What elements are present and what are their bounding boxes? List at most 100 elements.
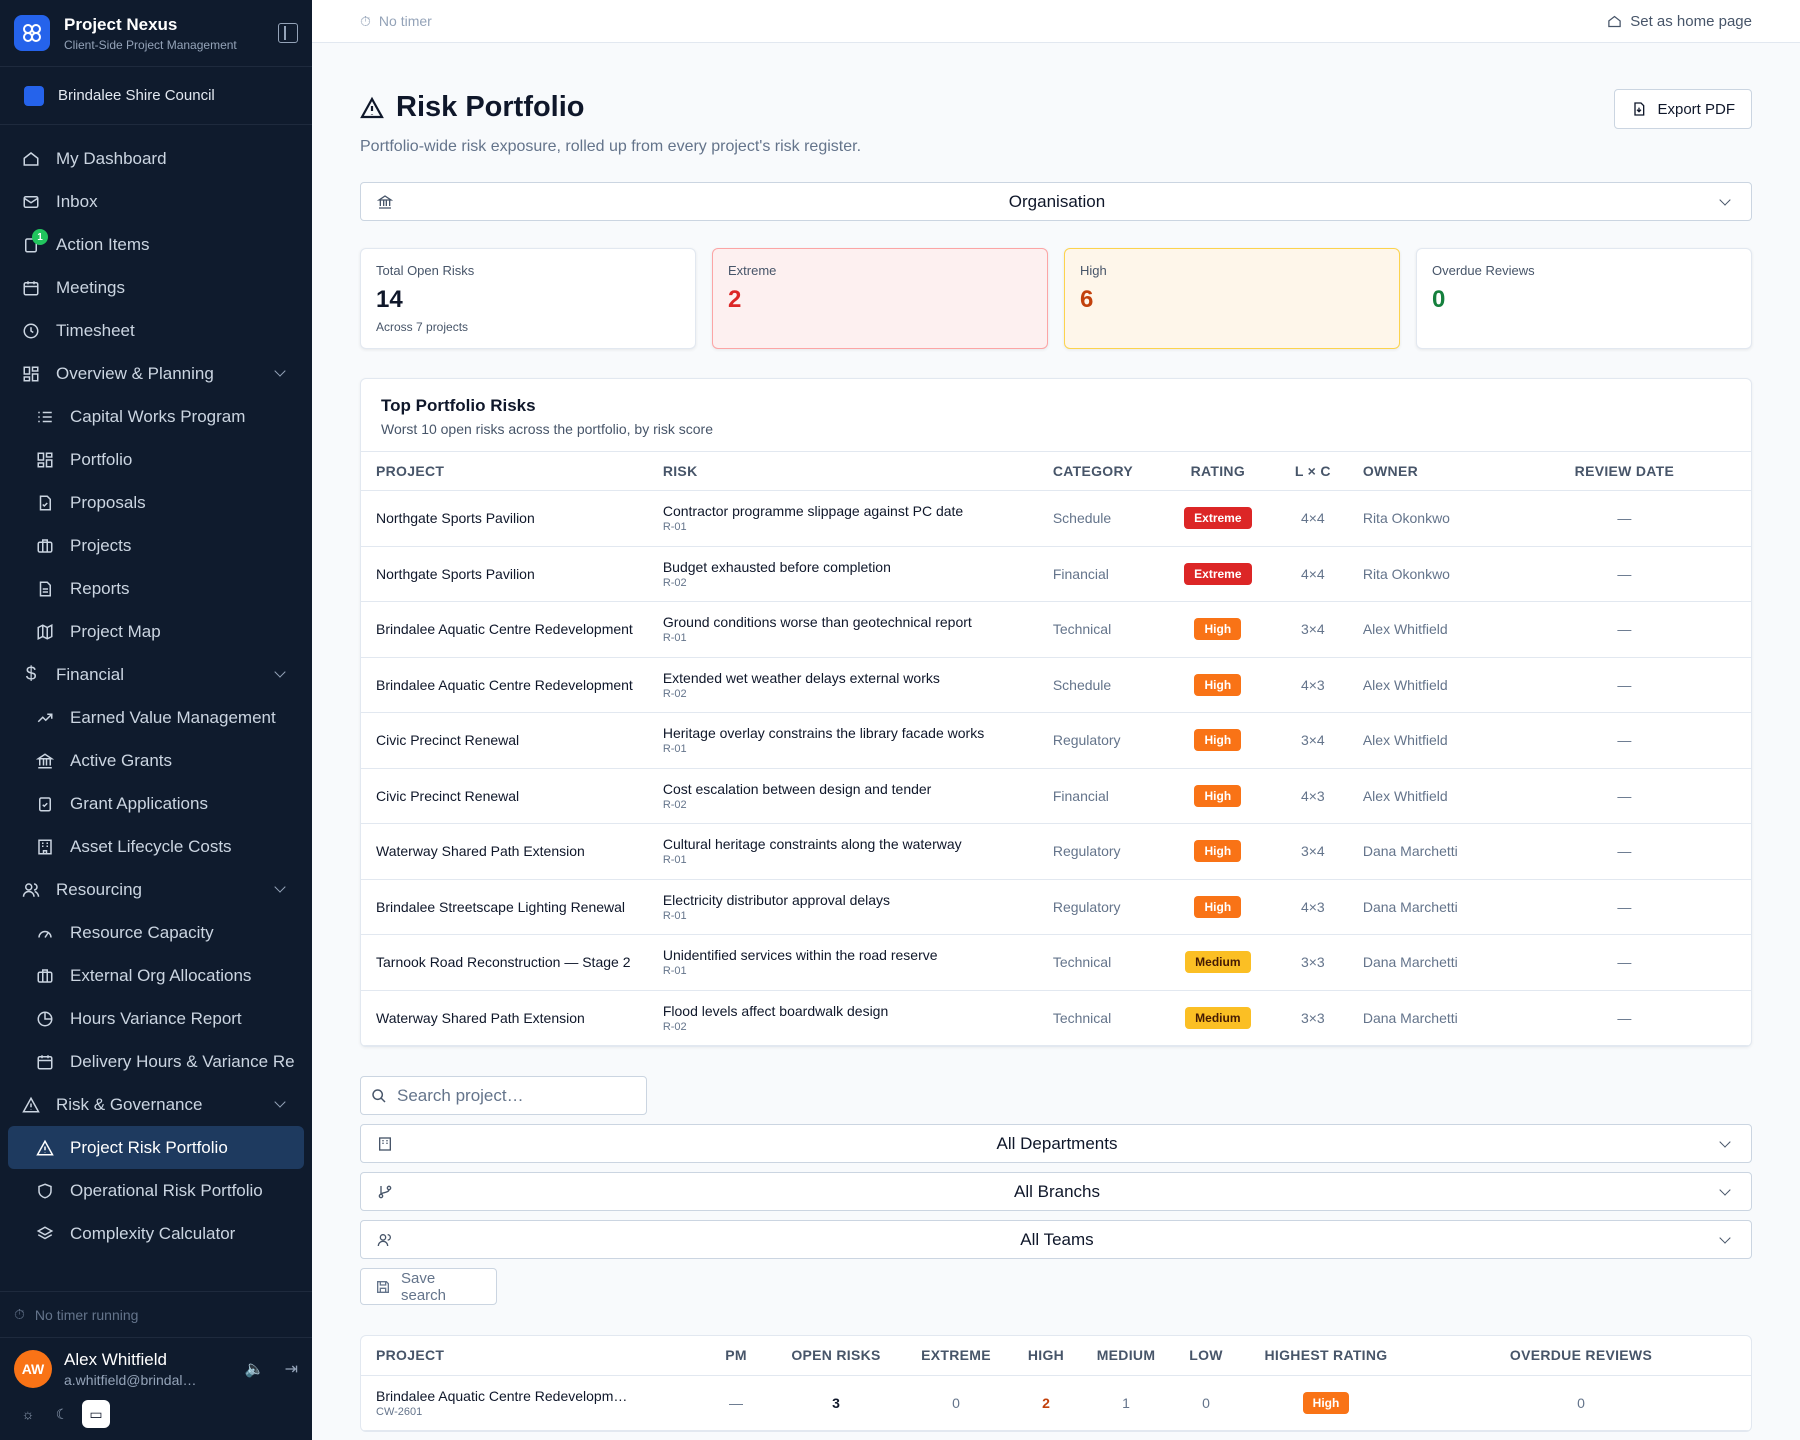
nav-label: Timesheet <box>56 320 135 340</box>
nav-label: External Org Allocations <box>70 965 252 985</box>
nav-grant-applications[interactable]: Grant Applications <box>0 782 312 825</box>
nav-label: Overview & Planning <box>56 363 214 383</box>
nav-inbox[interactable]: Inbox <box>0 180 312 223</box>
cell-lxc: 4×4 <box>1277 490 1348 547</box>
timer-icon: ⏱ <box>14 1306 25 1322</box>
nav-project-map[interactable]: Project Map <box>0 610 312 653</box>
project-name[interactable]: Brindalee Aquatic Centre Redevelopm… <box>376 1387 628 1404</box>
cell-owner: Dana Marchetti <box>1347 934 1498 991</box>
logout-icon[interactable]: ⇥ <box>284 1361 298 1378</box>
nav-evm[interactable]: Earned Value Management <box>0 696 312 739</box>
column-header: OPEN RISKS <box>771 1336 901 1376</box>
chevron-down-icon <box>1719 1231 1731 1244</box>
nav-portfolio[interactable]: Portfolio <box>0 438 312 481</box>
nav-proposals[interactable]: Proposals <box>0 481 312 524</box>
table-row[interactable]: Brindalee Aquatic Centre Redevelopment Ex… <box>361 657 1751 713</box>
cell-rating: High <box>1157 657 1278 713</box>
users-icon <box>22 881 40 899</box>
table-row[interactable]: Civic Precinct Renewal Heritage overlay c… <box>361 712 1751 769</box>
cell-project: Brindalee Aquatic Centre Redevelopm… CW-2… <box>361 1375 701 1431</box>
column-header: PROJECT <box>361 1336 701 1376</box>
branch-select[interactable]: All Branchs <box>360 1172 1752 1211</box>
nav-financial[interactable]: $ Financial <box>0 653 312 696</box>
sun-icon[interactable]: ☼ <box>21 1406 35 1422</box>
nav-my-dashboard[interactable]: My Dashboard <box>0 137 312 180</box>
table-row[interactable]: Northgate Sports Pavilion Contractor prog… <box>361 490 1751 547</box>
team-select[interactable]: All Teams <box>360 1220 1752 1259</box>
main-content: ⏱ No timer Set as home page Risk Portfol… <box>312 0 1800 1440</box>
nav-label: Inbox <box>56 191 98 211</box>
nav-resource-capacity[interactable]: Resource Capacity <box>0 911 312 954</box>
nav-hours-variance[interactable]: Hours Variance Report <box>0 997 312 1040</box>
clipboard-icon <box>22 236 40 254</box>
nav-asset-lifecycle[interactable]: Asset Lifecycle Costs <box>0 825 312 868</box>
nav-external-org[interactable]: External Org Allocations <box>0 954 312 997</box>
department-select[interactable]: All Departments <box>360 1124 1752 1163</box>
cell-risk: Contractor programme slippage against PC… <box>647 490 1038 547</box>
total-open-risks-card: Total Open Risks 14 Across 7 projects <box>360 248 696 349</box>
nav-project-risk-portfolio[interactable]: Project Risk Portfolio <box>8 1126 304 1169</box>
nav-complexity-calculator[interactable]: Complexity Calculator <box>0 1212 312 1255</box>
avatar[interactable]: AW <box>14 1350 52 1388</box>
cell-project: Waterway Shared Path Extension <box>361 823 648 880</box>
risk-title: Contractor programme slippage against PC… <box>662 503 964 520</box>
nav-reports[interactable]: Reports <box>0 567 312 610</box>
save-icon <box>375 1279 391 1295</box>
top-risks-table: PROJECT RISK CATEGORY RATING L × C OWNER REVIE… <box>361 451 1751 1046</box>
card-label: Extreme <box>728 263 777 278</box>
cell-lxc: 4×3 <box>1277 657 1348 713</box>
timer-label: No timer running <box>34 1306 139 1323</box>
rating-badge: High <box>1194 784 1242 807</box>
nav-timesheet[interactable]: Timesheet <box>0 309 312 352</box>
nav-resourcing[interactable]: Resourcing <box>0 868 312 911</box>
table-row[interactable]: Brindalee Streetscape Lighting Renewal El… <box>361 879 1751 935</box>
nav-projects[interactable]: Projects <box>0 524 312 567</box>
set-home-button[interactable]: Set as home page <box>1607 13 1752 30</box>
nav-overview-planning[interactable]: Overview & Planning <box>0 352 312 395</box>
collapse-sidebar-icon[interactable] <box>278 23 298 43</box>
table-row[interactable]: Waterway Shared Path Extension Flood leve… <box>361 990 1751 1046</box>
nav-operational-risk[interactable]: Operational Risk Portfolio <box>0 1169 312 1212</box>
nav-capital-works[interactable]: Capital Works Program <box>0 395 312 438</box>
nav-risk-governance[interactable]: Risk & Governance <box>0 1083 312 1126</box>
save-search-button[interactable]: Save search <box>360 1268 497 1305</box>
scope-select[interactable]: Organisation <box>360 182 1752 221</box>
search-input[interactable]: Search project… <box>360 1076 647 1115</box>
project-risk-table: PROJECT PM OPEN RISKS EXTREME HIGH MEDIUM LOW H… <box>361 1336 1751 1431</box>
monitor-icon[interactable]: ▭ <box>82 1400 110 1428</box>
risk-title: Budget exhausted before completion <box>662 558 891 575</box>
nav-action-items[interactable]: 1 Action Items <box>0 223 312 266</box>
risk-id: R-02 <box>662 1020 687 1033</box>
timer-icon: ⏱ <box>360 12 371 29</box>
org-switcher[interactable]: Brindalee Shire Council <box>0 67 312 125</box>
card-value: 2 <box>728 286 742 313</box>
pie-chart-icon <box>36 1010 54 1028</box>
column-header: LOW <box>1171 1336 1241 1376</box>
cell-review-date: — <box>1497 879 1751 935</box>
nav-label: Proposals <box>70 492 146 512</box>
cell-overdue: 0 <box>1411 1375 1751 1431</box>
table-row[interactable]: Brindalee Aquatic Centre Redevelopment Gr… <box>361 601 1751 658</box>
table-row[interactable]: Tarnook Road Reconstruction — Stage 2 Uni… <box>361 934 1751 991</box>
moon-icon[interactable]: ☾ <box>55 1405 69 1422</box>
chevron-down-icon <box>1719 1135 1731 1148</box>
nav-label: Risk & Governance <box>56 1094 203 1114</box>
nav-delivery-hours[interactable]: Delivery Hours & Variance Re <box>0 1040 312 1083</box>
volume-icon[interactable]: 🔈 <box>244 1361 265 1378</box>
risk-title: Heritage overlay constrains the library … <box>662 725 985 742</box>
risk-id: R-01 <box>662 909 687 922</box>
table-row[interactable]: Civic Precinct Renewal Cost escalation be… <box>361 768 1751 824</box>
export-pdf-button[interactable]: Export PDF <box>1614 89 1752 129</box>
org-logo-icon <box>24 85 44 106</box>
table-row[interactable]: Northgate Sports Pavilion Budget exhauste… <box>361 546 1751 602</box>
cell-lxc: 4×3 <box>1277 768 1348 824</box>
cell-rating: High <box>1157 712 1278 769</box>
chevron-down-icon <box>274 365 286 377</box>
nav-active-grants[interactable]: Active Grants <box>0 739 312 782</box>
landmark-icon <box>377 194 393 210</box>
cell-pm: — <box>701 1375 771 1431</box>
table-row[interactable]: Waterway Shared Path Extension Cultural h… <box>361 823 1751 880</box>
nav-meetings[interactable]: Meetings <box>0 266 312 309</box>
cell-rating: Medium <box>1157 934 1278 991</box>
table-row[interactable]: Brindalee Aquatic Centre Redevelopm… CW-2… <box>361 1375 1751 1431</box>
